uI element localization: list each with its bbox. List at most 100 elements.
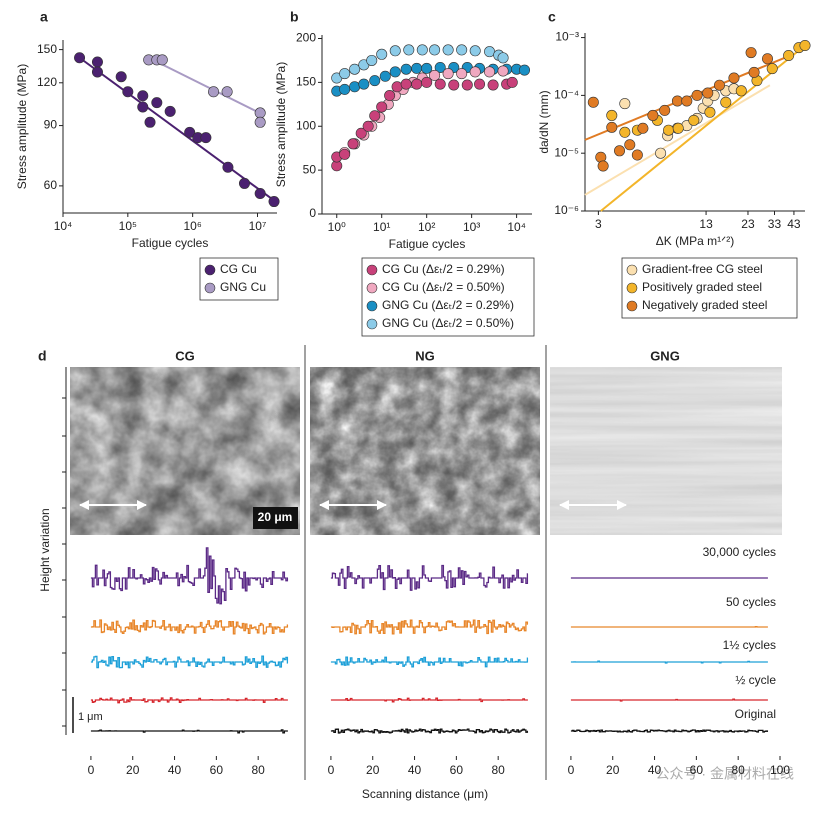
ng-micrograph xyxy=(310,367,540,535)
data-point xyxy=(92,67,102,77)
data-point xyxy=(749,67,759,77)
data-point xyxy=(363,121,373,131)
legend-label: Negatively graded steel xyxy=(642,298,767,312)
y-axis-title: Stress amplitude (MPa) xyxy=(15,64,29,189)
data-point xyxy=(663,125,673,135)
x-tick-label: 10⁴ xyxy=(507,220,526,234)
height-profile xyxy=(331,657,528,667)
data-point xyxy=(145,117,155,127)
data-point xyxy=(390,46,400,56)
legend-swatch xyxy=(627,301,637,311)
data-point xyxy=(411,63,421,73)
column-title: CG xyxy=(175,348,195,363)
data-point xyxy=(435,79,445,89)
y-axis-title: da/dN (mm) xyxy=(537,90,551,153)
x-tick-label: 40 xyxy=(408,763,422,777)
legend-swatch xyxy=(367,319,377,329)
height-profile xyxy=(331,620,528,634)
data-point xyxy=(390,67,400,77)
legend-label: Positively graded steel xyxy=(642,280,762,294)
data-point xyxy=(625,140,635,150)
legend-label: CG Cu (Δεₜ/2 = 0.29%) xyxy=(382,262,505,276)
data-point xyxy=(370,111,380,121)
data-point xyxy=(359,79,369,89)
height-profile xyxy=(91,698,288,703)
data-point xyxy=(349,82,359,92)
x-tick-label: 33 xyxy=(768,217,782,231)
x-tick-label: 13 xyxy=(699,217,713,231)
y-tick-label: 150 xyxy=(296,75,316,89)
x-tick-label: 10² xyxy=(418,220,435,234)
height-profile xyxy=(331,566,528,591)
data-point xyxy=(721,97,731,107)
data-point xyxy=(456,45,466,55)
x-tick-label: 10⁵ xyxy=(119,219,137,233)
data-point xyxy=(223,162,233,172)
data-point xyxy=(222,87,232,97)
y-tick-label: 50 xyxy=(303,162,317,176)
profile-label: ½ cycle xyxy=(735,673,776,687)
data-point xyxy=(714,80,724,90)
data-point xyxy=(498,53,508,63)
panel-letter: a xyxy=(40,9,48,25)
legend-swatch xyxy=(205,283,215,293)
height-profile xyxy=(91,620,288,634)
height-profile xyxy=(571,730,768,732)
y-tick-label: 90 xyxy=(44,118,58,132)
x-tick-label: 3 xyxy=(595,217,602,231)
data-point xyxy=(682,96,692,106)
data-point xyxy=(462,80,472,90)
x-tick-label: 10¹ xyxy=(373,220,390,234)
data-point xyxy=(498,66,508,76)
profile-label: 30,000 cycles xyxy=(703,545,776,559)
data-point xyxy=(339,149,349,159)
y-tick-label: 150 xyxy=(37,42,57,56)
data-point xyxy=(370,75,380,85)
data-point xyxy=(116,72,126,82)
data-point xyxy=(429,45,439,55)
x-tick-label: 20 xyxy=(366,763,380,777)
y-tick-label: 10⁻⁶ xyxy=(554,203,579,217)
legend-swatch xyxy=(627,283,637,293)
x-tick-label: 40 xyxy=(648,763,662,777)
data-point xyxy=(588,97,598,107)
x-tick-label: 60 xyxy=(450,763,464,777)
panel-letter: d xyxy=(38,348,47,364)
data-point xyxy=(507,77,517,87)
height-profile xyxy=(91,656,288,668)
data-point xyxy=(638,123,648,133)
profile-label: 1½ cycles xyxy=(723,638,776,652)
y-tick-label: 60 xyxy=(44,178,58,192)
legend-label: CG Cu (Δεₜ/2 = 0.50%) xyxy=(382,280,505,294)
x-tick-label: 60 xyxy=(210,763,224,777)
x-tick-label: 100 xyxy=(770,763,790,777)
data-point xyxy=(255,188,265,198)
legend-label: GNG Cu xyxy=(220,280,266,294)
data-point xyxy=(672,96,682,106)
data-point xyxy=(488,80,498,90)
data-point xyxy=(138,91,148,101)
y-tick-label: 200 xyxy=(296,31,316,45)
x-axis-title: Scanning distance (μm) xyxy=(362,787,488,801)
data-point xyxy=(736,86,746,96)
x-tick-label: 20 xyxy=(606,763,620,777)
data-point xyxy=(401,79,411,89)
data-point xyxy=(519,65,529,75)
data-point xyxy=(703,88,713,98)
data-point xyxy=(377,102,387,112)
data-point xyxy=(729,73,739,83)
gng-micrograph xyxy=(550,367,782,535)
profile-label: Original xyxy=(735,707,776,721)
data-point xyxy=(655,148,665,158)
x-tick-label: 10⁶ xyxy=(184,219,202,233)
data-point xyxy=(367,55,377,65)
x-tick-label: 10⁰ xyxy=(328,220,346,234)
panel-letter: b xyxy=(290,9,299,25)
y-axis-title: Stress amplitude (MPa) xyxy=(274,62,288,187)
data-point xyxy=(239,178,249,188)
legend-label: CG Cu xyxy=(220,262,257,276)
x-tick-label: 10³ xyxy=(463,220,480,234)
y-tick-label: 100 xyxy=(296,118,316,132)
x-tick-label: 40 xyxy=(168,763,182,777)
